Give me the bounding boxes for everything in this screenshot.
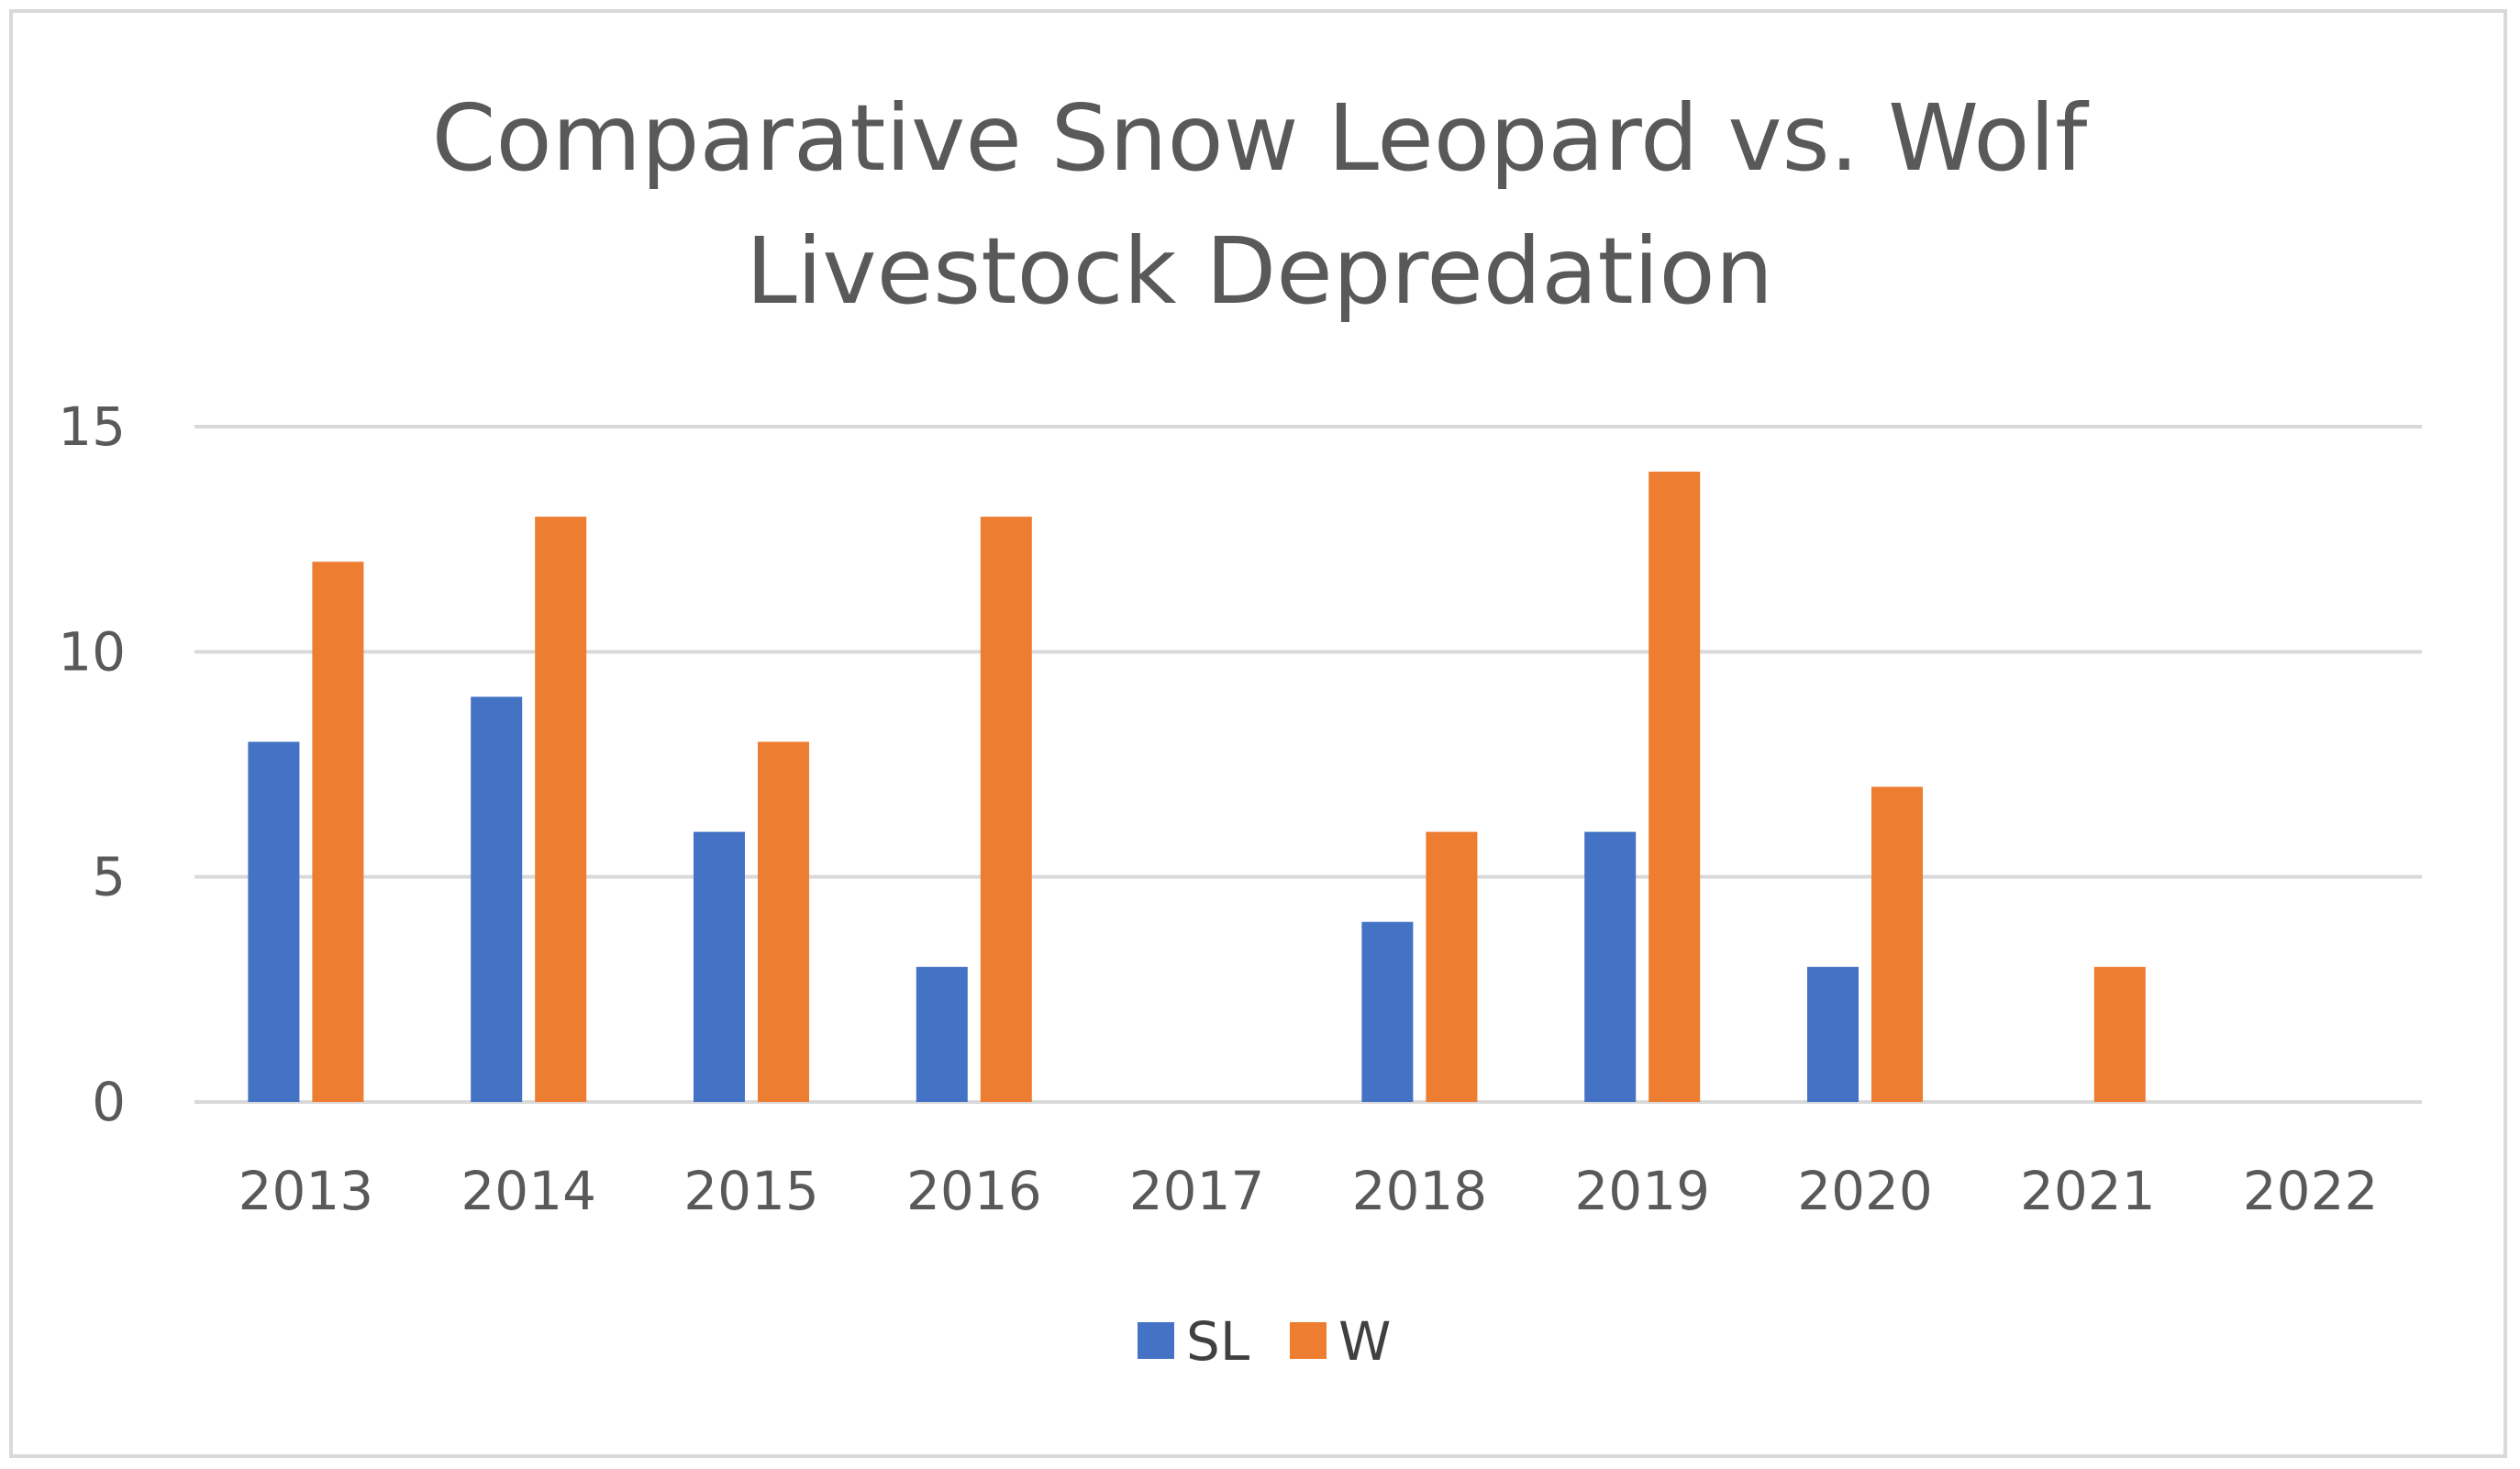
gridlines [194, 425, 2422, 1104]
bar-sl-2020 [1807, 966, 1859, 1102]
x-tick-label: 2018 [1352, 1160, 1488, 1222]
x-tick-label: 2014 [461, 1160, 596, 1222]
bar-w-2018 [1426, 831, 1478, 1102]
y-tick-label: 0 [92, 1071, 126, 1133]
bar-sl-2018 [1361, 921, 1414, 1102]
bar-w-2013 [312, 562, 364, 1102]
bar-w-2016 [980, 517, 1032, 1102]
legend-label-sl: SL [1186, 1310, 1249, 1373]
y-axis-ticks: 0 5 10 15 [58, 395, 126, 1133]
bar-w-2015 [758, 741, 809, 1102]
chart-title-line-2: Livestock Depredation [746, 217, 1773, 325]
bar-sl-2014 [471, 696, 523, 1102]
x-tick-label: 2016 [906, 1160, 1042, 1222]
bars [248, 472, 2146, 1102]
y-tick-label: 15 [58, 395, 126, 458]
legend: SL W [1138, 1310, 1391, 1373]
bar-sl-2019 [1584, 831, 1637, 1102]
legend-swatch-w [1290, 1322, 1327, 1359]
legend-swatch-sl [1138, 1322, 1174, 1359]
chart-title-line-1: Comparative Snow Leopard vs. Wolf [432, 84, 2091, 192]
bar-sl-2015 [694, 831, 745, 1102]
x-tick-label: 2022 [2243, 1160, 2379, 1222]
bar-w-2021 [2093, 966, 2146, 1102]
bar-w-2019 [1649, 472, 1701, 1102]
x-tick-label: 2015 [683, 1160, 819, 1222]
y-tick-label: 5 [92, 846, 126, 908]
bar-w-2020 [1871, 786, 1923, 1102]
x-tick-label: 2019 [1574, 1160, 1710, 1222]
chart-frame [9, 9, 2507, 1458]
x-tick-label: 2017 [1129, 1160, 1265, 1222]
x-axis-ticks: 2013 2014 2015 2016 2017 2018 2019 2020 2021 2022 [239, 1160, 2379, 1222]
legend-label-w: W [1338, 1310, 1391, 1373]
x-tick-label: 2021 [2020, 1160, 2156, 1222]
x-tick-label: 2020 [1797, 1160, 1933, 1222]
bar-w-2014 [535, 517, 587, 1102]
x-tick-label: 2013 [239, 1160, 374, 1222]
bar-sl-2016 [916, 966, 968, 1102]
bar-sl-2013 [248, 741, 300, 1102]
y-tick-label: 10 [58, 620, 126, 683]
chart-title: Comparative Snow Leopard vs. Wolf Livest… [432, 84, 2091, 325]
